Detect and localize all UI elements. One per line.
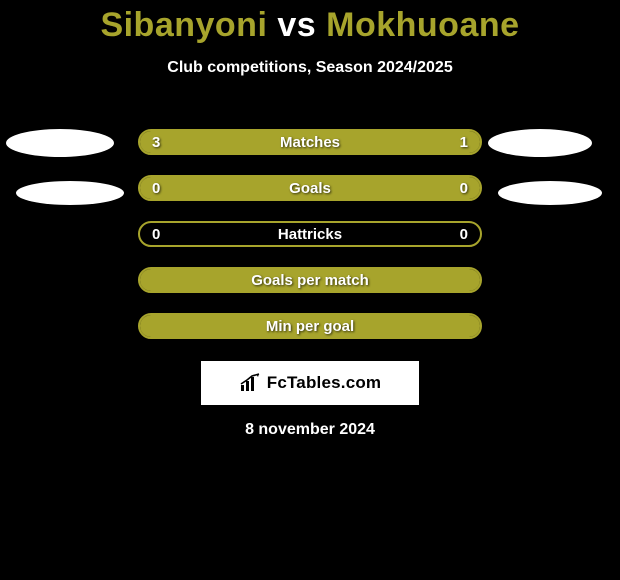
date-text: 8 november 2024 [0, 421, 620, 439]
logo-box: FcTables.com [201, 361, 419, 405]
stat-row: 00Hattricks [0, 211, 620, 257]
stat-label: Min per goal [140, 318, 480, 335]
stat-row: Goals per match [0, 257, 620, 303]
stat-bar: 00Hattricks [138, 221, 482, 247]
chart-icon [239, 373, 263, 393]
player1-name: Sibanyoni [100, 6, 267, 44]
comparison-card: Sibanyoni vs Mokhuoane Club competitions… [0, 0, 620, 439]
stat-row: 00Goals [0, 165, 620, 211]
stat-bar: Goals per match [138, 267, 482, 293]
stat-row: Min per goal [0, 303, 620, 349]
stat-label: Goals per match [140, 272, 480, 289]
stats-area: 31Matches 00Goals 00Hattricks Goals per mat… [0, 119, 620, 349]
logo-text: FcTables.com [267, 373, 382, 393]
stat-bar: 31Matches [138, 129, 482, 155]
stat-bar: 00Goals [138, 175, 482, 201]
stat-label: Hattricks [140, 226, 480, 243]
stat-row: 31Matches [0, 119, 620, 165]
stat-bar: Min per goal [138, 313, 482, 339]
logo: FcTables.com [239, 373, 382, 393]
stat-label: Matches [140, 134, 480, 151]
player2-name: Mokhuoane [326, 6, 519, 44]
vs-text: vs [277, 6, 316, 44]
stat-label: Goals [140, 180, 480, 197]
page-title: Sibanyoni vs Mokhuoane [0, 6, 620, 45]
subtitle: Club competitions, Season 2024/2025 [0, 59, 620, 77]
